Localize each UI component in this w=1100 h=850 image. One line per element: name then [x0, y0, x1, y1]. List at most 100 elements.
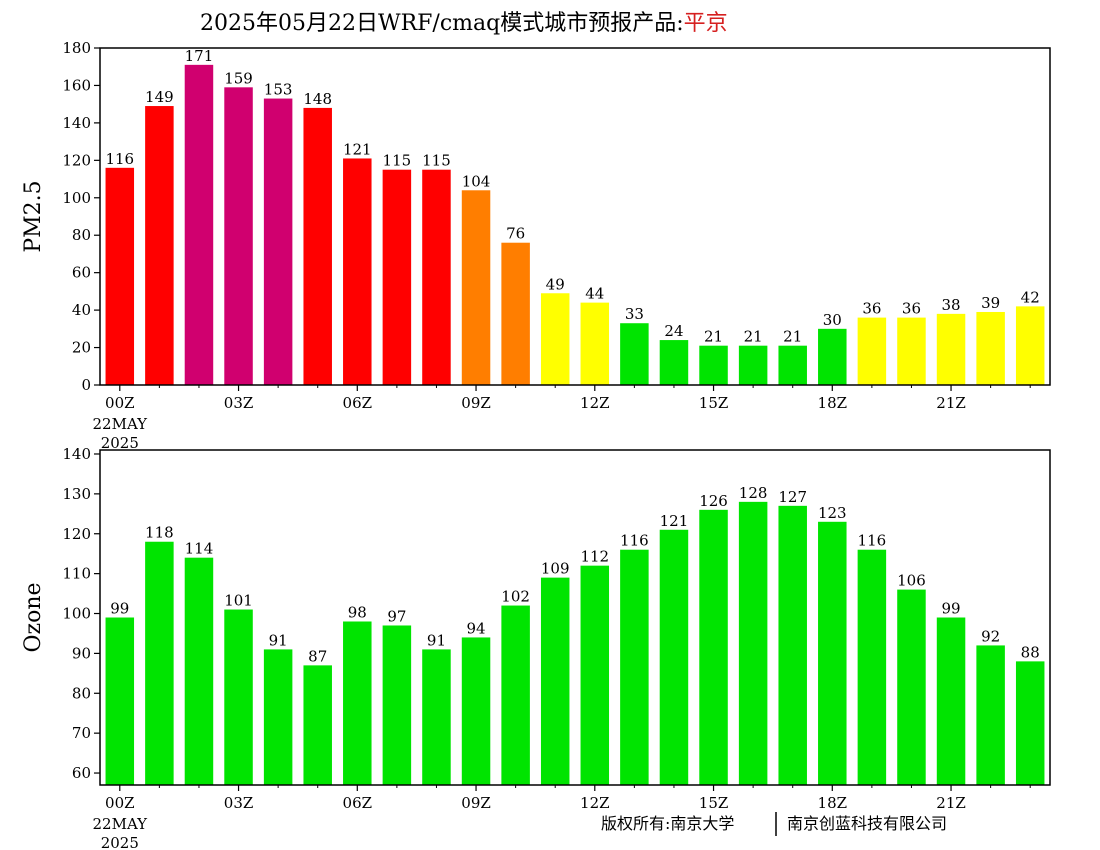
- pm25-x-tick-label: 21Z: [936, 394, 966, 412]
- ozone-value-label: 98: [348, 603, 367, 621]
- ozone-value-label: 121: [660, 512, 689, 530]
- pm25-value-label: 30: [823, 311, 842, 329]
- pm25-bar: [540, 293, 570, 385]
- pm25-bar: [184, 64, 214, 385]
- pm25-bar: [738, 345, 768, 385]
- pm25-value-label: 104: [462, 172, 491, 190]
- pm25-x-tick-label: 18Z: [818, 394, 848, 412]
- pm25-bar: [699, 345, 728, 385]
- ozone-bar: [540, 577, 570, 785]
- pm25-bar: [145, 106, 174, 385]
- pm25-y-tick-label: 0: [81, 376, 91, 394]
- ozone-value-label: 88: [1021, 643, 1040, 661]
- ozone-x-tick-label: 06Z: [343, 794, 373, 812]
- footer-copyright: 版权所有:南京大学: [601, 814, 734, 833]
- chart-title-city: 平京: [684, 11, 728, 36]
- pm25-y-axis-title: PM2.5: [21, 180, 46, 252]
- ozone-bar: [857, 549, 887, 785]
- pm25-value-label: 115: [422, 152, 451, 170]
- ozone-value-label: 101: [224, 592, 253, 610]
- ozone-value-label: 109: [541, 560, 570, 578]
- pm25-bar: [897, 317, 926, 385]
- pm25-value-label: 149: [145, 88, 174, 106]
- pm25-x-tick-label: 00Z: [105, 394, 135, 412]
- ozone-bar: [659, 529, 689, 785]
- ozone-bar: [105, 617, 135, 785]
- ozone-x-tick-label: 12Z: [580, 794, 610, 812]
- ozone-bar: [818, 521, 847, 785]
- ozone-bar: [738, 501, 768, 785]
- pm25-y-tick-label: 40: [72, 301, 91, 319]
- pm25-date-label: 2025: [101, 434, 139, 452]
- pm25-bar: [659, 340, 689, 385]
- ozone-value-label: 128: [739, 484, 768, 502]
- pm25-bar: [580, 302, 610, 385]
- pm25-bar: [422, 169, 451, 385]
- ozone-value-label: 116: [858, 532, 887, 550]
- ozone-y-axis-title: Ozone: [21, 582, 46, 652]
- pm25-value-label: 39: [981, 294, 1000, 312]
- pm25-value-label: 159: [224, 69, 253, 87]
- pm25-value-label: 42: [1021, 288, 1040, 306]
- ozone-y-tick-label: 100: [62, 605, 91, 623]
- ozone-value-label: 97: [387, 607, 406, 625]
- ozone-y-tick-label: 130: [62, 485, 91, 503]
- pm25-value-label: 21: [704, 328, 723, 346]
- ozone-value-label: 91: [269, 631, 288, 649]
- pm25-value-label: 148: [303, 90, 332, 108]
- ozone-value-label: 99: [941, 600, 960, 618]
- ozone-value-label: 123: [818, 504, 847, 522]
- pm25-bar: [778, 345, 807, 385]
- pm25-bar: [461, 190, 491, 385]
- ozone-bar: [620, 549, 649, 785]
- pm25-bar: [343, 158, 372, 385]
- ozone-bar: [343, 621, 372, 785]
- ozone-y-tick-label: 120: [62, 525, 91, 543]
- ozone-bar: [778, 505, 807, 785]
- pm25-y-tick-label: 140: [62, 114, 91, 132]
- pm25-y-tick-label: 180: [62, 39, 91, 57]
- pm25-bar: [936, 313, 966, 385]
- chart-title-main: 2025年05月22日WRF/cmaq模式城市预报产品:: [200, 11, 684, 36]
- pm25-bar: [976, 311, 1005, 385]
- ozone-bar: [580, 565, 610, 785]
- pm25-value-label: 49: [546, 275, 565, 293]
- pm25-value-label: 33: [625, 305, 644, 323]
- ozone-bar: [897, 589, 926, 785]
- pm25-date-label: 22MAY: [93, 415, 149, 433]
- ozone-bar: [422, 649, 451, 785]
- ozone-bar: [224, 609, 253, 785]
- ozone-bar: [461, 637, 491, 785]
- pm25-plot-frame: [99, 47, 1051, 386]
- pm25-bar: [382, 169, 412, 385]
- pm25-x-tick-label: 09Z: [461, 394, 491, 412]
- ozone-bar: [382, 625, 412, 785]
- ozone-value-label: 112: [580, 548, 609, 566]
- pm25-y-tick-label: 80: [72, 226, 91, 244]
- ozone-panel: 99 118 114 101 91 87 98 97 91 94 102 109 112 116 121 12…: [21, 445, 1051, 850]
- ozone-x-tick-label: 21Z: [936, 794, 966, 812]
- ozone-value-label: 126: [699, 492, 728, 510]
- pm25-y-tick-label: 60: [72, 264, 91, 282]
- ozone-bar: [1015, 661, 1045, 785]
- pm25-y-tick-label: 20: [72, 339, 91, 357]
- ozone-x-tick-label: 09Z: [461, 794, 491, 812]
- ozone-x-tick-label: 00Z: [105, 794, 135, 812]
- ozone-value-label: 118: [145, 524, 174, 542]
- ozone-value-label: 114: [185, 540, 214, 558]
- pm25-x-tick-label: 06Z: [343, 394, 373, 412]
- ozone-y-tick-label: 60: [72, 764, 91, 782]
- pm25-value-label: 24: [664, 322, 683, 340]
- pm25-value-label: 36: [862, 300, 881, 318]
- pm25-value-label: 21: [744, 328, 763, 346]
- pm25-x-tick-label: 12Z: [580, 394, 610, 412]
- pm25-value-label: 153: [264, 81, 293, 99]
- ozone-y-tick-label: 90: [72, 644, 91, 662]
- pm25-bar: [1015, 306, 1045, 385]
- ozone-value-label: 106: [897, 572, 926, 590]
- pm25-x-tick-label: 15Z: [699, 394, 729, 412]
- pm25-value-label: 21: [783, 328, 802, 346]
- ozone-y-tick-label: 80: [72, 684, 91, 702]
- pm25-value-label: 36: [902, 300, 921, 318]
- ozone-bar: [976, 645, 1005, 785]
